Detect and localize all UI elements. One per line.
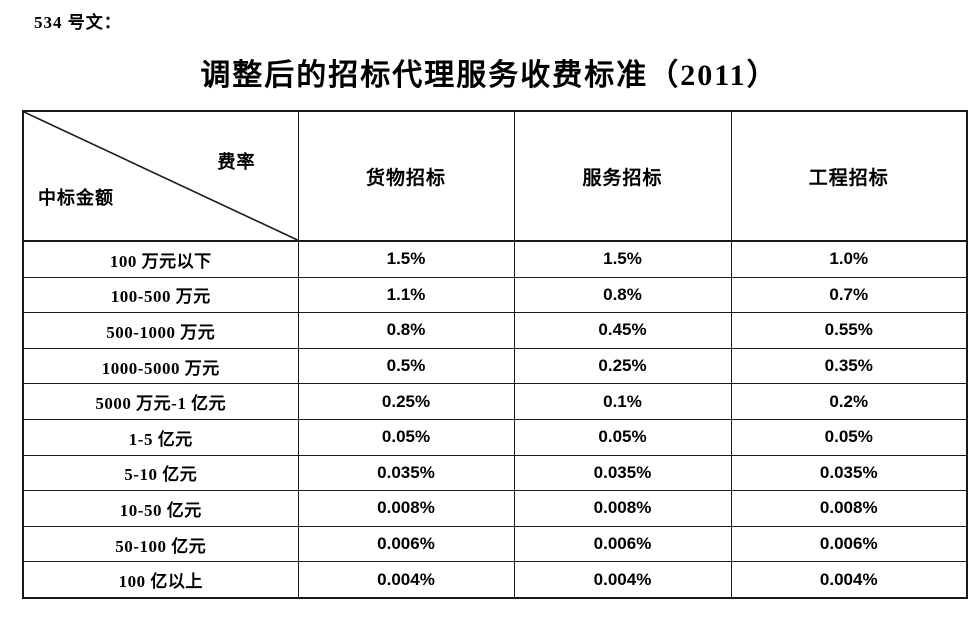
rate-cell: 0.05%	[730, 418, 968, 456]
row-label-cell: 10-50 亿元	[22, 490, 299, 527]
rate-cell: 0.7%	[730, 276, 968, 314]
table-row: 500-1000 万元 0.8% 0.45% 0.55%	[22, 312, 968, 349]
rate-cell: 0.006%	[730, 525, 968, 563]
rate-cell: 0.55%	[730, 312, 968, 349]
rate-cell: 0.05%	[513, 418, 732, 456]
corner-label-rate: 费率	[217, 152, 256, 172]
row-label-cell: 5000 万元-1 亿元	[22, 383, 299, 420]
rate-cell: 0.35%	[730, 347, 968, 385]
rate-cell: 0.006%	[513, 525, 732, 563]
table-row: 100 万元以下 1.5% 1.5% 1.0%	[22, 240, 968, 278]
rate-cell: 0.004%	[297, 561, 515, 599]
rate-cell: 0.2%	[730, 383, 968, 420]
row-label-cell: 1-5 亿元	[22, 418, 299, 456]
table-row: 100 亿以上 0.004% 0.004% 0.004%	[22, 561, 968, 599]
row-label-cell: 500-1000 万元	[22, 312, 299, 349]
rate-cell: 1.5%	[513, 240, 732, 278]
table-row: 1000-5000 万元 0.5% 0.25% 0.35%	[22, 347, 968, 385]
column-header-engineering: 工程招标	[730, 110, 968, 242]
column-header-goods: 货物招标	[297, 110, 515, 242]
rate-cell: 0.45%	[513, 312, 732, 349]
fee-rate-table: 费率 中标金额 货物招标 服务招标 工程招标 100 万元以下 1.5% 1.5…	[22, 110, 968, 599]
table-row: 5000 万元-1 亿元 0.25% 0.1% 0.2%	[22, 383, 968, 420]
rate-cell: 0.004%	[513, 561, 732, 599]
rate-cell: 0.006%	[297, 525, 515, 563]
rate-cell: 0.5%	[297, 347, 515, 385]
rate-cell: 0.8%	[513, 276, 732, 314]
rate-cell: 0.008%	[513, 490, 732, 527]
rate-cell: 0.035%	[730, 454, 968, 492]
rate-cell: 1.5%	[297, 240, 515, 278]
table-row: 1-5 亿元 0.05% 0.05% 0.05%	[22, 418, 968, 456]
rate-cell: 1.0%	[730, 240, 968, 278]
rate-cell: 0.25%	[297, 383, 515, 420]
corner-header-cell: 费率 中标金额	[22, 110, 299, 242]
table-row: 100-500 万元 1.1% 0.8% 0.7%	[22, 276, 968, 314]
column-header-services: 服务招标	[513, 110, 732, 242]
doc-number: 534 号文：	[34, 13, 122, 32]
rate-cell: 0.035%	[513, 454, 732, 492]
page-title: 调整后的招标代理服务收费标准（2011）	[200, 59, 779, 92]
row-label-cell: 5-10 亿元	[22, 454, 299, 492]
corner-label-amount: 中标金额	[38, 188, 114, 208]
rate-cell: 0.25%	[513, 347, 732, 385]
rate-cell: 0.035%	[297, 454, 515, 492]
table-row: 10-50 亿元 0.008% 0.008% 0.008%	[22, 490, 968, 527]
rate-cell: 0.05%	[297, 418, 515, 456]
row-label-cell: 100-500 万元	[22, 276, 299, 314]
diagonal-divider-line	[24, 112, 298, 240]
rate-cell: 0.008%	[730, 490, 968, 527]
table-header-row: 费率 中标金额 货物招标 服务招标 工程招标	[22, 110, 968, 242]
row-label-cell: 50-100 亿元	[22, 525, 299, 563]
rate-cell: 1.1%	[297, 276, 515, 314]
row-label-cell: 1000-5000 万元	[22, 347, 299, 385]
rate-cell: 0.004%	[730, 561, 968, 599]
row-label-cell: 100 亿以上	[22, 561, 299, 599]
table-row: 50-100 亿元 0.006% 0.006% 0.006%	[22, 525, 968, 563]
rate-cell: 0.8%	[297, 312, 515, 349]
rate-cell: 0.1%	[513, 383, 732, 420]
table-row: 5-10 亿元 0.035% 0.035% 0.035%	[22, 454, 968, 492]
row-label-cell: 100 万元以下	[22, 240, 299, 278]
rate-cell: 0.008%	[297, 490, 515, 527]
